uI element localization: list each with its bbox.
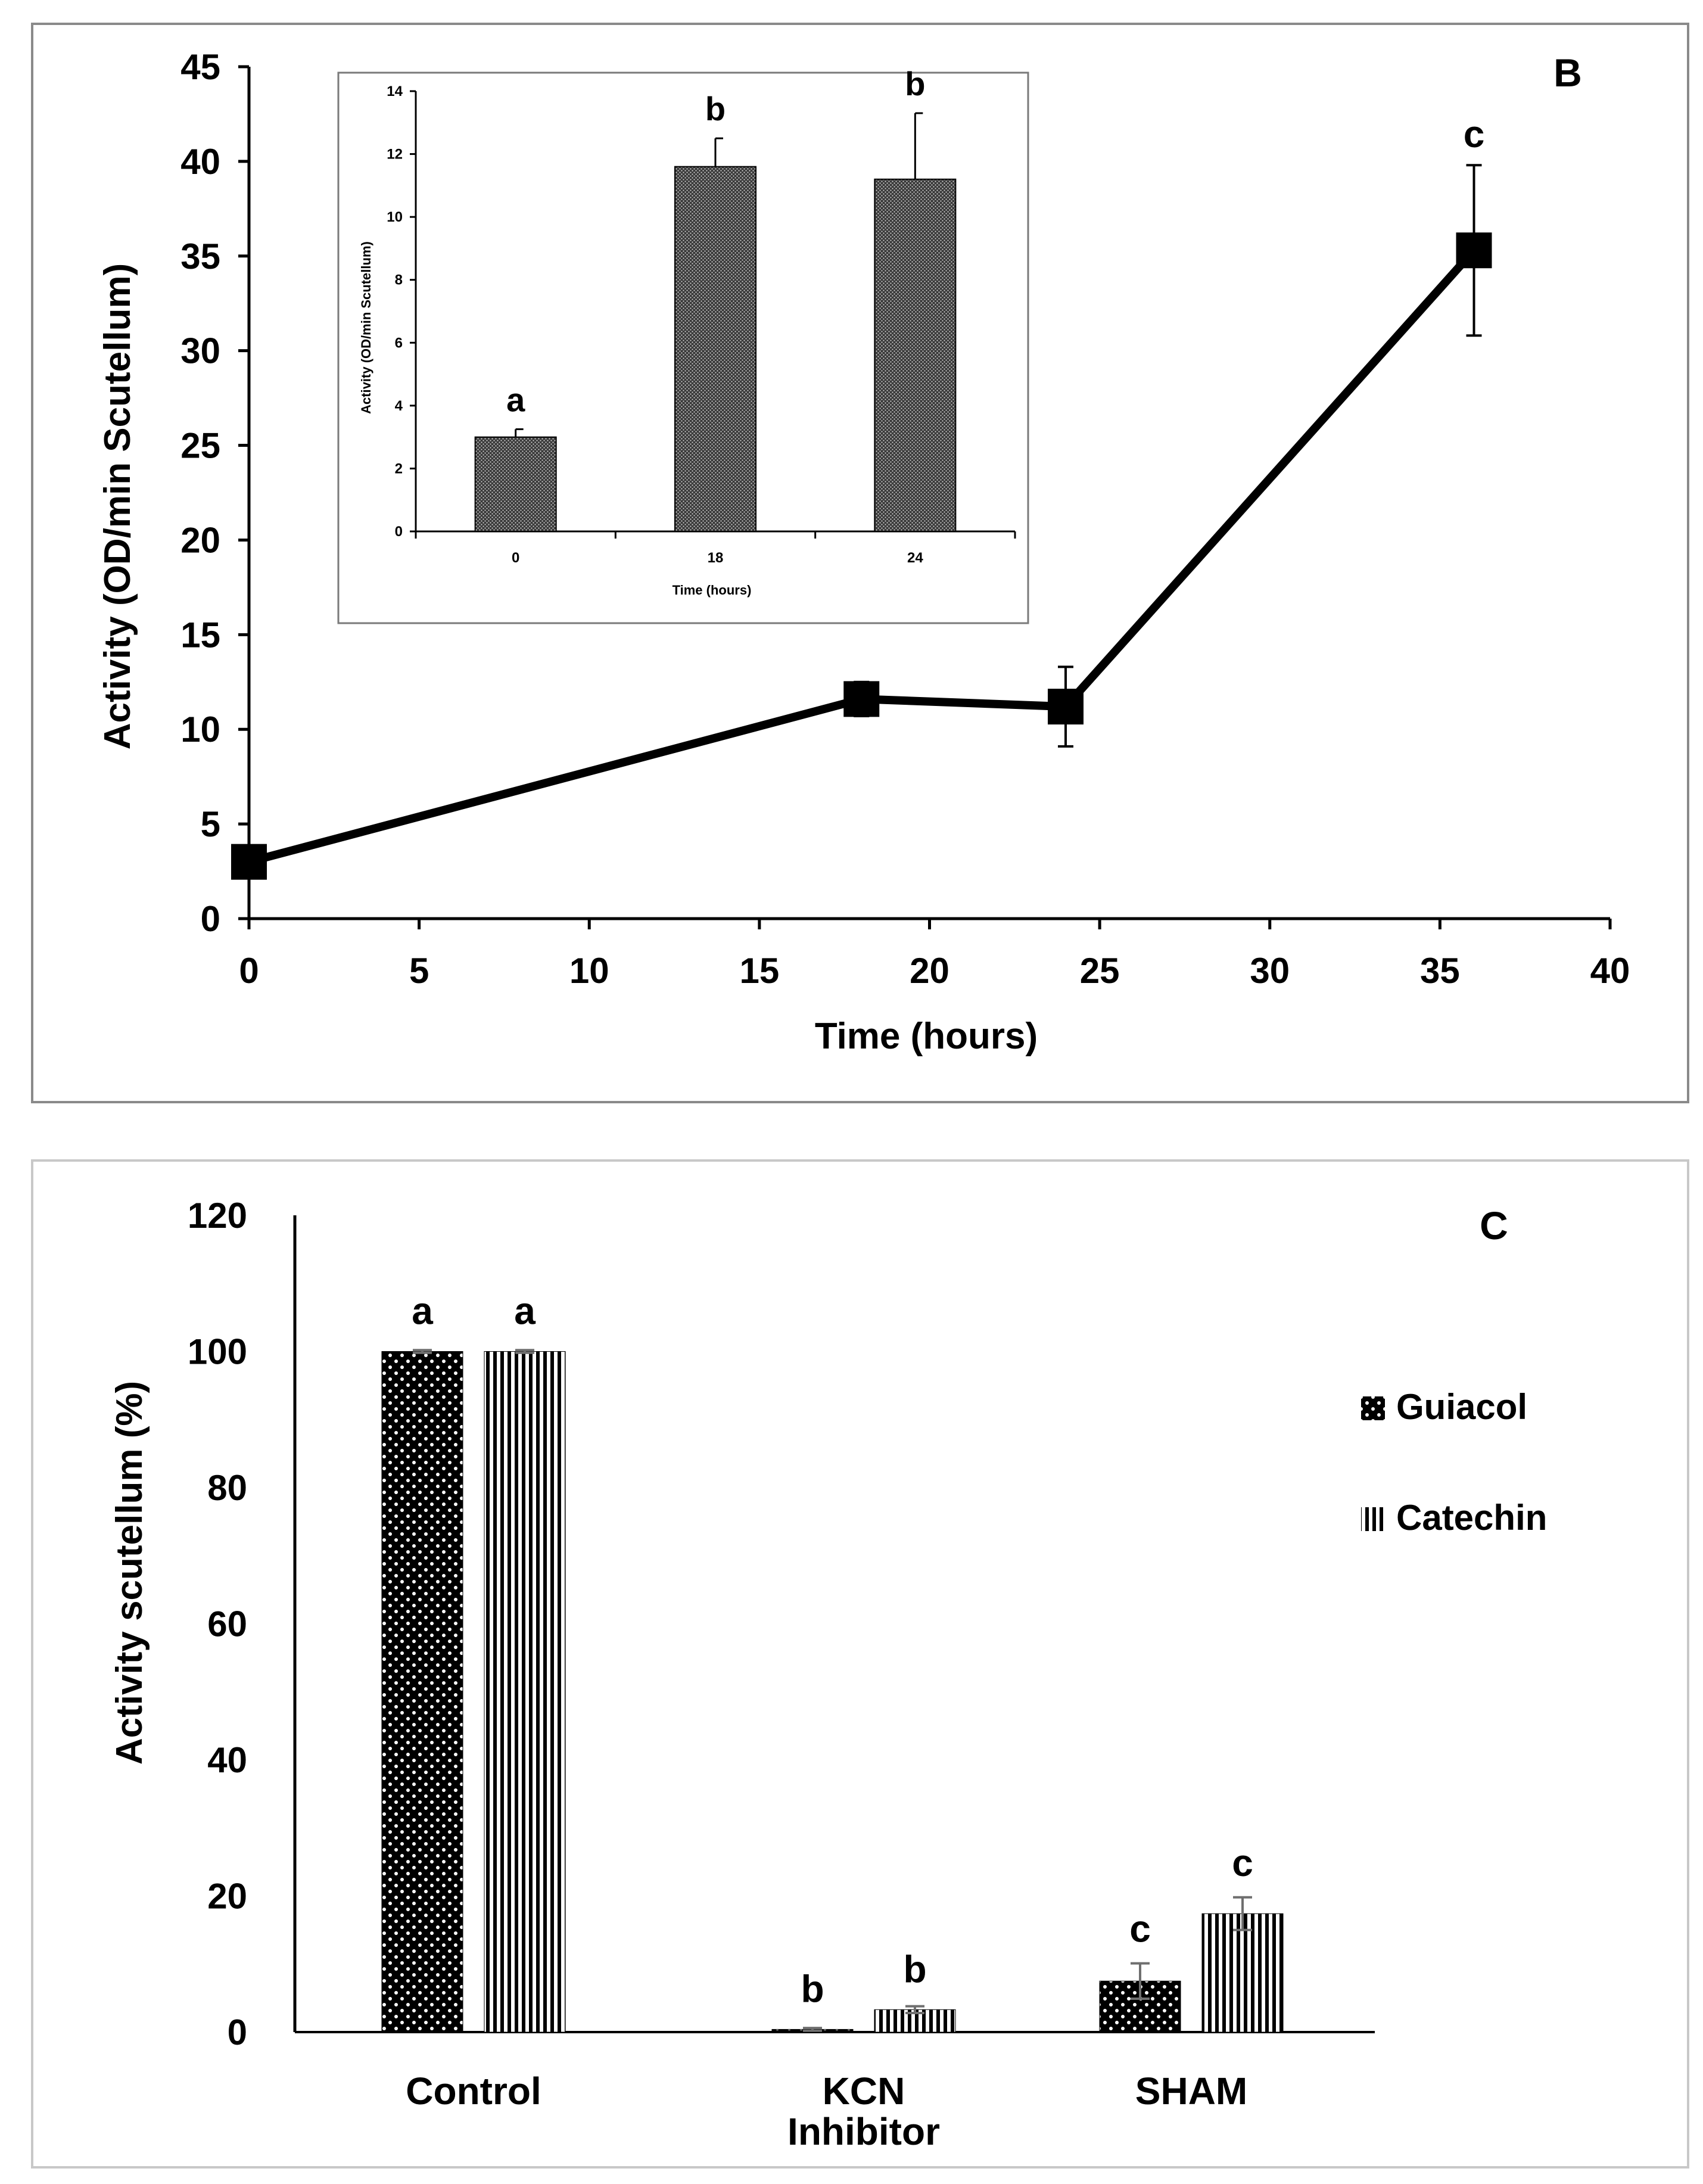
inset-y-tick-label: 14 bbox=[387, 83, 403, 99]
inset-significance-letter: b bbox=[905, 65, 925, 102]
panel-c-legend: Guiacol Catechin bbox=[1361, 1387, 1547, 1538]
panel-c-significance: a b c a b c bbox=[412, 1290, 1253, 2011]
panel-c-bars bbox=[381, 1349, 1284, 2033]
panel-b-significance-letter: c bbox=[1464, 113, 1485, 155]
panel-c-bar-catechin bbox=[1201, 1913, 1284, 2033]
panel-b-y-tick-label: 30 bbox=[180, 331, 220, 371]
panel-b-x-ticks: 0 5 10 15 20 25 30 35 40 bbox=[239, 919, 1630, 991]
panel-c-y-axis-title: Activity scutellum (%) bbox=[109, 1381, 150, 1765]
panel-b-x-tick-label: 40 bbox=[1590, 951, 1630, 991]
panel-b-y-ticks: 0 5 10 15 20 25 30 35 40 45 bbox=[180, 47, 249, 939]
panel-b-y-tick-label: 35 bbox=[180, 237, 220, 276]
panel-c-y-ticks: 0 20 40 60 80 100 120 bbox=[188, 1196, 247, 2052]
panel-c-bar-guiacol bbox=[381, 1351, 463, 2033]
panel-b-y-tick-label: 15 bbox=[180, 615, 220, 655]
panel-b-y-tick-label: 5 bbox=[201, 804, 220, 844]
panel-c-legend-swatch-catechin bbox=[1361, 1507, 1385, 1531]
inset-x-ticks: 0 18 24 bbox=[415, 531, 1016, 566]
panel-c-category-labels: Control KCN Inhibitor SHAM bbox=[406, 2070, 1247, 2153]
panel-c-category-label-line: SHAM bbox=[1135, 2070, 1247, 2113]
panel-c-category-label: SHAM bbox=[1135, 2070, 1247, 2113]
panel-b-y-tick-label: 40 bbox=[180, 142, 220, 182]
panel-c-significance-letter: b bbox=[801, 1967, 824, 2010]
panel-c-y-tick-label: 60 bbox=[207, 1604, 247, 1644]
inset-x-tick-label: 0 bbox=[512, 550, 519, 566]
panel-c-bar-guiacol bbox=[1099, 1980, 1181, 2033]
inset-bar bbox=[674, 166, 756, 532]
panel-c-category-label: Control bbox=[406, 2070, 541, 2113]
inset-y-tick-label: 4 bbox=[395, 398, 403, 414]
panel-b-y-tick-label: 10 bbox=[180, 710, 220, 749]
inset-bars bbox=[474, 112, 957, 533]
panel-b-y-tick-label: 0 bbox=[201, 899, 220, 939]
panel-b-y-tick-label: 20 bbox=[180, 520, 220, 560]
panel-c-legend-swatch-guiacol bbox=[1361, 1396, 1385, 1420]
inset-y-tick-label: 2 bbox=[395, 461, 403, 477]
panel-b-x-axis-title: Time (hours) bbox=[815, 1016, 1038, 1057]
inset-y-tick-label: 6 bbox=[395, 335, 403, 351]
panel-c-legend-label-guiacol: Guiacol bbox=[1396, 1387, 1527, 1427]
panel-b-x-tick-label: 0 bbox=[239, 951, 259, 991]
panel-c-significance-letter: a bbox=[514, 1290, 536, 1333]
panel-b-y-tick-label: 25 bbox=[180, 426, 220, 466]
inset-y-ticks: 0 2 4 6 8 10 12 14 bbox=[387, 83, 416, 540]
panel-c-frame bbox=[31, 1159, 1689, 2169]
inset-significance-letter: a bbox=[506, 381, 525, 418]
panel-b-x-tick-label: 15 bbox=[740, 951, 780, 991]
panel-c-category-label-line: Inhibitor bbox=[787, 2110, 940, 2153]
panel-b-x-tick-label: 30 bbox=[1250, 951, 1290, 991]
panel-c-y-tick-label: 100 bbox=[188, 1332, 247, 1372]
panel-b-marker bbox=[1456, 232, 1492, 269]
panel-b-x-tick-label: 5 bbox=[409, 951, 429, 991]
panel-c-y-tick-label: 120 bbox=[188, 1196, 247, 1236]
panel-c-category-label-line: Control bbox=[406, 2070, 541, 2113]
panel-b-marker bbox=[231, 844, 267, 880]
panel-b-significance: c bbox=[1464, 113, 1485, 155]
inset-x-axis-title: Time (hours) bbox=[673, 583, 752, 598]
inset-x-tick-label: 24 bbox=[907, 550, 923, 566]
inset-y-axis-title: Activity (OD/min Scutellum) bbox=[359, 241, 373, 414]
panel-c-label: C bbox=[1480, 1203, 1508, 1247]
panel-b-line bbox=[248, 247, 1477, 866]
inset-significance: a b b bbox=[506, 65, 925, 418]
inset-bar bbox=[874, 178, 957, 532]
inset-y-tick-label: 0 bbox=[395, 524, 403, 540]
panel-b-series bbox=[248, 247, 1477, 866]
panel-b-marker bbox=[1048, 689, 1084, 725]
inset-significance-letter: b bbox=[705, 90, 726, 127]
inset-x-tick-label: 18 bbox=[708, 550, 724, 566]
panel-b-x-tick-label: 10 bbox=[569, 951, 609, 991]
panel-c-y-tick-label: 80 bbox=[207, 1468, 247, 1508]
panel-c-category-label-line: KCN bbox=[823, 2070, 905, 2113]
panel-b-y-axis-title: Activity (OD/min Scutellum) bbox=[97, 263, 138, 749]
panel-c-legend-label-catechin: Catechin bbox=[1396, 1498, 1547, 1538]
panel-b-label: B bbox=[1553, 51, 1582, 95]
panel-c-y-tick-label: 40 bbox=[207, 1740, 247, 1780]
panel-c-significance-letter: a bbox=[412, 1290, 433, 1333]
inset-bar bbox=[474, 436, 557, 533]
panel-c-category-label: KCN Inhibitor bbox=[787, 2070, 940, 2153]
panel-c-y-tick-label: 0 bbox=[228, 2012, 247, 2052]
panel-b-marker bbox=[843, 681, 880, 717]
panel-c-bar-catechin bbox=[484, 1351, 566, 2033]
panel-b-points bbox=[231, 164, 1492, 880]
panel-b-x-tick-label: 35 bbox=[1420, 951, 1460, 991]
panel-b-x-tick-label: 25 bbox=[1080, 951, 1120, 991]
inset-y-tick-label: 12 bbox=[387, 147, 403, 163]
panel-c-significance-letter: c bbox=[1129, 1908, 1151, 1950]
inset-y-tick-label: 10 bbox=[387, 209, 403, 225]
panel-c-y-tick-label: 20 bbox=[207, 1877, 247, 1917]
inset-y-tick-label: 8 bbox=[395, 272, 403, 288]
panel-c-significance-letter: b bbox=[903, 1947, 926, 1990]
panel-b-y-tick-label: 45 bbox=[180, 47, 220, 87]
panel-b-x-tick-label: 20 bbox=[910, 951, 949, 991]
panel-b-frame bbox=[31, 23, 1689, 1103]
panel-c-significance-letter: c bbox=[1232, 1841, 1253, 1884]
